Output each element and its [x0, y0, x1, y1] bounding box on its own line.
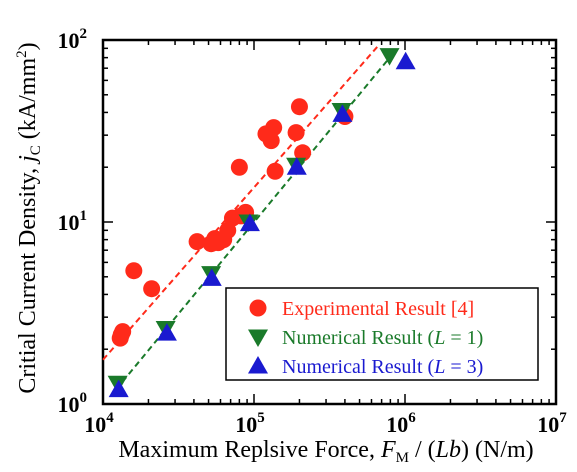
data-point-circle — [290, 98, 308, 116]
x-axis-title-italic: Lb — [435, 437, 461, 463]
data-point-circle — [188, 233, 206, 251]
x-tick-label: 106 — [386, 410, 416, 437]
data-point-triangle-up — [201, 268, 222, 286]
data-point-circle — [287, 124, 305, 142]
y-axis-title-main: Critial Current Density, — [15, 162, 41, 394]
y-axis-title-sup: 2 — [14, 50, 30, 58]
y-tick-label: 102 — [58, 26, 88, 53]
data-point-circle — [266, 162, 284, 180]
y-axis-title: Critial Current Density, jC (kA/mm2) — [14, 42, 44, 393]
data-point-circle — [143, 280, 161, 298]
x-axis-title-var: F — [380, 437, 396, 463]
legend-marker-triangle-up — [248, 356, 268, 374]
tick-labels: 104 105 106 107 100 101 102 — [58, 26, 568, 437]
legend-entries: Experimental Result [4] Numerical Result … — [248, 298, 483, 378]
x-tick-label: 104 — [84, 410, 114, 437]
data-point-triangle-down — [379, 48, 400, 66]
legend-label: Numerical Result (L = 1) — [282, 327, 483, 349]
legend-label: Experimental Result [4] — [282, 298, 474, 320]
legend-box — [225, 287, 539, 381]
y-axis-title-sub: C — [28, 145, 44, 155]
y-tick-label: 100 — [58, 390, 88, 417]
data-point-triangle-up — [395, 51, 416, 70]
data-point-triangle-up — [332, 104, 353, 122]
data-point-triangle-up — [156, 323, 177, 341]
data-point-triangle-up — [108, 379, 129, 398]
legend: Experimental Result [4] Numerical Result … — [225, 287, 539, 381]
x-axis-title-rest2: ) (N/m) — [461, 437, 534, 463]
tick-marks — [102, 39, 557, 405]
y-axis-title-var: j — [15, 155, 41, 165]
y-tick-label: 101 — [58, 208, 88, 235]
legend-marker-circle — [249, 299, 267, 317]
x-axis-title-rest1: / ( — [409, 437, 436, 463]
data-points — [107, 48, 416, 398]
legend-label: Numerical Result (L = 3) — [282, 356, 483, 378]
data-point-triangle-up — [286, 157, 307, 175]
x-tick-label: 105 — [235, 410, 265, 437]
data-point-triangle-up — [239, 213, 260, 232]
x-axis-title-main: Maximum Replsive Force, — [118, 437, 381, 463]
legend-marker-triangle-down — [248, 329, 268, 347]
data-point-circle — [230, 158, 248, 176]
data-point-circle — [125, 262, 143, 280]
y-axis-title-end: ) — [15, 42, 41, 50]
data-point-circle — [114, 323, 132, 341]
x-axis-title: Maximum Replsive Force, FM / (Lb) (N/m) — [118, 437, 533, 466]
x-axis-title-sub: M — [396, 450, 409, 466]
y-axis-title-rest: (kA/mm — [15, 58, 41, 146]
data-point-circle — [294, 144, 312, 162]
x-tick-label: 107 — [537, 410, 567, 437]
data-point-circle — [262, 132, 280, 150]
data-point-circle — [265, 119, 283, 137]
